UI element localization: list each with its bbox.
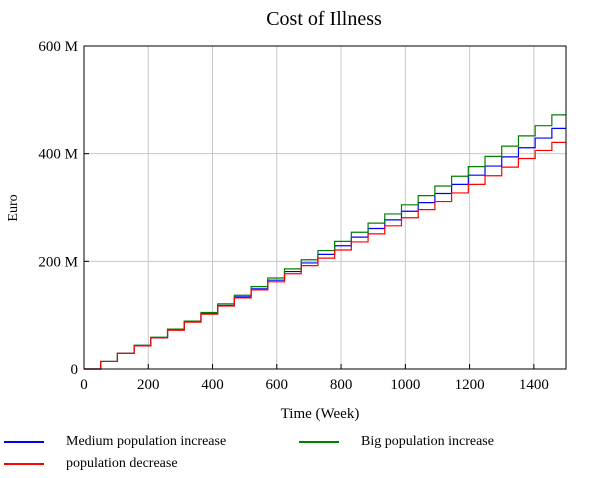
plot-area-frame (83, 45, 567, 370)
legend-item-big: Big population increase (299, 434, 494, 450)
x-tick-label-0: 0 (80, 377, 88, 393)
x-tick-label-5: 1000 (390, 377, 420, 393)
x-tick-label-6: 1200 (455, 377, 485, 393)
x-tick-label-7: 1400 (519, 377, 549, 393)
legend-swatch-red (4, 463, 44, 465)
series-line-1 (84, 114, 566, 370)
legend-label-big: Big population increase (361, 434, 494, 449)
y-tick-label-1: 200 M (38, 254, 78, 270)
legend-swatch-blue (4, 441, 44, 443)
grid-lines (84, 46, 566, 369)
series-line-0 (84, 127, 566, 370)
x-axis-label: Time (Week) (281, 406, 360, 422)
legend-swatch-green (299, 441, 339, 443)
x-tick-label-4: 800 (330, 377, 353, 393)
series-layer (84, 114, 566, 370)
x-axis-ticks: 0 200 400 600 800 1000 1200 1400 (80, 364, 549, 393)
y-tick-label-0: 0 (71, 362, 79, 378)
legend-item-medium: Medium population increase (4, 434, 226, 450)
legend-item-decrease: population decrease (4, 456, 178, 472)
y-axis-label: Euro (6, 194, 21, 221)
series-line-2 (84, 141, 566, 370)
x-tick-label-3: 600 (266, 377, 289, 393)
legend-label-medium: Medium population increase (66, 434, 227, 449)
x-tick-label-1: 200 (137, 377, 160, 393)
chart-title: Cost of Illness (266, 8, 382, 30)
y-axis-ticks: 0 200 M 400 M 600 M (38, 39, 89, 378)
x-tick-label-2: 400 (201, 377, 224, 393)
legend-label-decrease: population decrease (66, 456, 178, 471)
y-tick-label-2: 400 M (38, 147, 78, 163)
y-tick-label-3: 600 M (38, 39, 78, 55)
